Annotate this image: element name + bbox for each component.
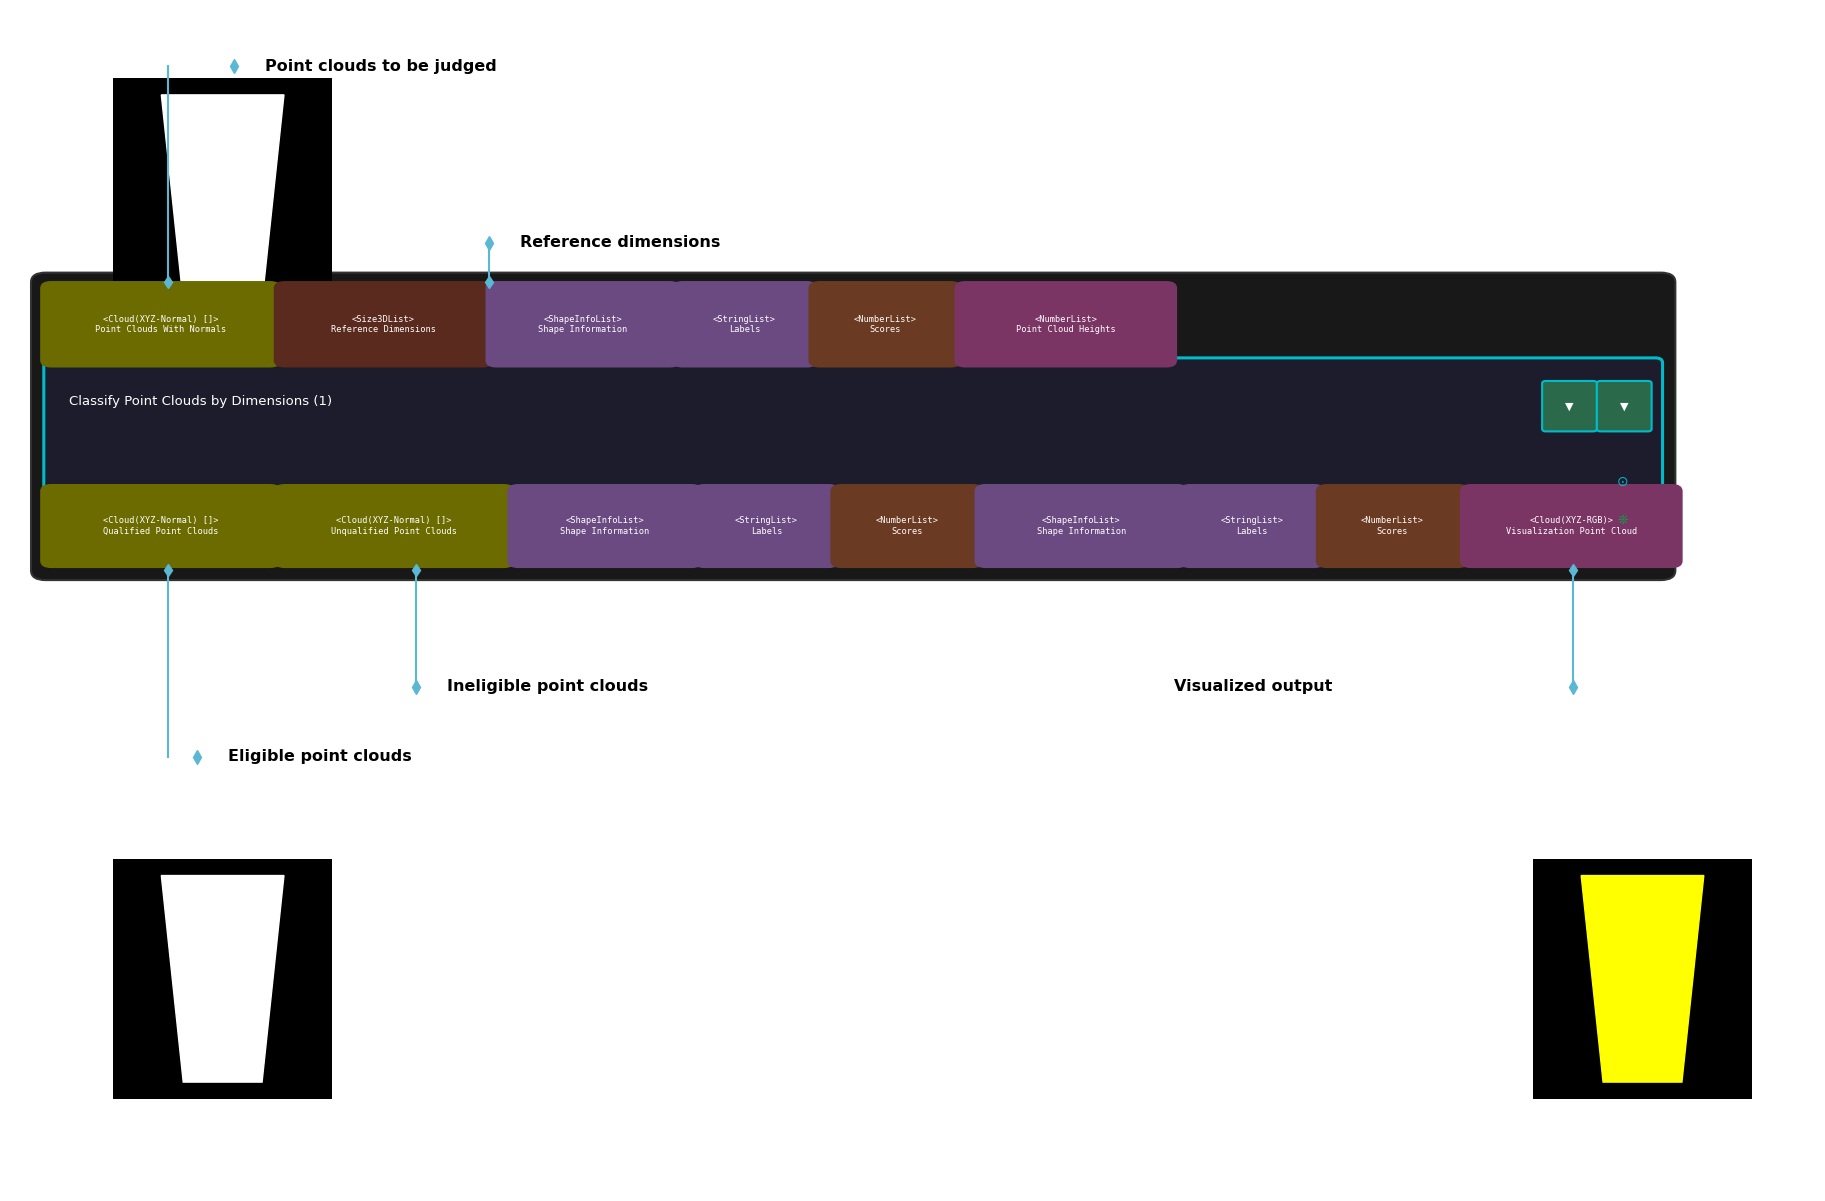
Text: Eligible point clouds: Eligible point clouds	[228, 749, 412, 764]
Text: ▼: ▼	[1566, 401, 1573, 411]
FancyBboxPatch shape	[40, 281, 281, 368]
Text: <ShapeInfoList>
Shape Information: <ShapeInfoList> Shape Information	[1037, 516, 1126, 536]
FancyBboxPatch shape	[672, 281, 818, 368]
FancyBboxPatch shape	[44, 358, 1663, 506]
Text: <Cloud(XYZ-RGB)>
Visualization Point Cloud: <Cloud(XYZ-RGB)> Visualization Point Clo…	[1506, 516, 1637, 536]
FancyBboxPatch shape	[808, 281, 962, 368]
Text: <Cloud(XYZ-Normal) []>
Point Clouds With Normals: <Cloud(XYZ-Normal) []> Point Clouds With…	[95, 315, 226, 334]
Text: <NumberList>
Scores: <NumberList> Scores	[854, 315, 916, 334]
Bar	[113, 859, 332, 1099]
FancyBboxPatch shape	[274, 484, 515, 568]
Text: <StringList>
Labels: <StringList> Labels	[714, 315, 776, 334]
Text: Ineligible point clouds: Ineligible point clouds	[447, 680, 648, 694]
FancyBboxPatch shape	[1179, 484, 1325, 568]
Text: <ShapeInfoList>
Shape Information: <ShapeInfoList> Shape Information	[560, 516, 650, 536]
Text: ❊: ❊	[1617, 514, 1628, 526]
FancyBboxPatch shape	[694, 484, 840, 568]
Text: ▼: ▼	[1621, 401, 1628, 411]
Text: <Cloud(XYZ-Normal) []>
Unqualified Point Clouds: <Cloud(XYZ-Normal) []> Unqualified Point…	[330, 516, 458, 536]
FancyBboxPatch shape	[1316, 484, 1469, 568]
Polygon shape	[1580, 876, 1705, 1082]
Bar	[1533, 859, 1752, 1099]
Text: <StringList>
Labels: <StringList> Labels	[1221, 516, 1283, 536]
Bar	[113, 78, 332, 318]
Text: <Cloud(XYZ-Normal) []>
Qualified Point Clouds: <Cloud(XYZ-Normal) []> Qualified Point C…	[102, 516, 219, 536]
Text: <NumberList>
Point Cloud Heights: <NumberList> Point Cloud Heights	[1017, 315, 1115, 334]
FancyBboxPatch shape	[40, 484, 281, 568]
FancyBboxPatch shape	[507, 484, 703, 568]
Text: <StringList>
Labels: <StringList> Labels	[735, 516, 798, 536]
Text: Reference dimensions: Reference dimensions	[520, 235, 721, 250]
Text: Classify Point Clouds by Dimensions (1): Classify Point Clouds by Dimensions (1)	[69, 395, 332, 408]
FancyBboxPatch shape	[274, 281, 493, 368]
Text: <Size3DList>
Reference Dimensions: <Size3DList> Reference Dimensions	[330, 315, 436, 334]
Text: <NumberList>
Scores: <NumberList> Scores	[876, 516, 938, 536]
Text: ⊙: ⊙	[1617, 474, 1628, 489]
FancyBboxPatch shape	[31, 273, 1675, 580]
Polygon shape	[161, 876, 285, 1082]
Text: Point clouds to be judged: Point clouds to be judged	[265, 59, 496, 73]
FancyBboxPatch shape	[485, 281, 681, 368]
FancyBboxPatch shape	[1460, 484, 1683, 568]
Text: <ShapeInfoList>
Shape Information: <ShapeInfoList> Shape Information	[538, 315, 628, 334]
Text: Visualized output: Visualized output	[1173, 680, 1332, 694]
FancyBboxPatch shape	[1597, 381, 1652, 431]
FancyBboxPatch shape	[954, 281, 1177, 368]
Polygon shape	[161, 95, 285, 301]
FancyBboxPatch shape	[1542, 381, 1597, 431]
Text: <NumberList>
Scores: <NumberList> Scores	[1361, 516, 1424, 536]
FancyBboxPatch shape	[975, 484, 1188, 568]
FancyBboxPatch shape	[830, 484, 984, 568]
